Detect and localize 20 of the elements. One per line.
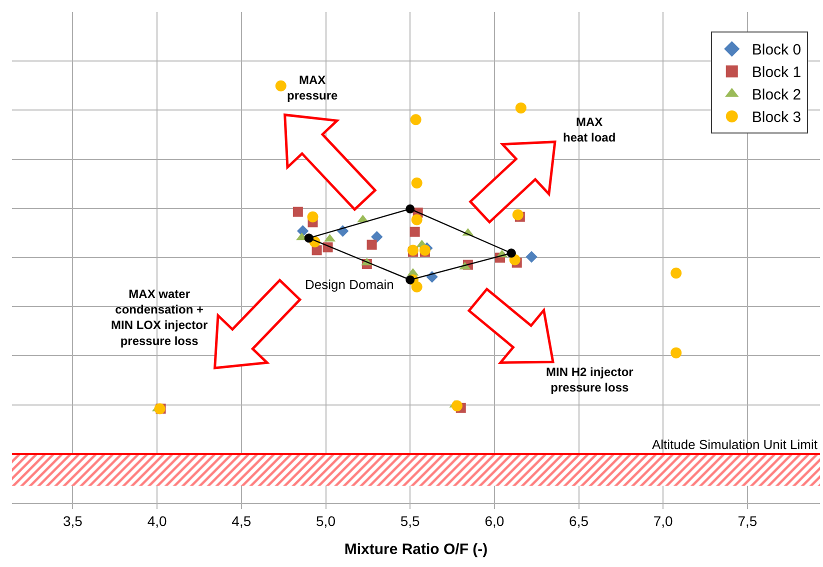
band-label: Altitude Simulation Unit Limit <box>652 437 818 452</box>
legend-label: Block 1 <box>752 64 802 82</box>
x-tick-label: 4,0 <box>147 512 168 529</box>
x-tick-label: 3,5 <box>62 512 83 529</box>
annotation: MAX water condensation + MIN LOX injector pressure loss <box>111 287 208 348</box>
legend-label: Block 2 <box>752 86 802 104</box>
annotation: Design Domain <box>305 277 394 292</box>
x-tick-label: 7,0 <box>653 512 674 529</box>
x-tick-label: 4,5 <box>232 512 252 529</box>
annotation: MAX heat load <box>563 115 616 145</box>
annotation: MIN H2 injector pressure loss <box>546 365 634 395</box>
legend-label: Block 3 <box>752 109 802 126</box>
x-tick-label: 5,5 <box>400 512 420 529</box>
x-axis-title: Mixture Ratio O/F (-) <box>344 540 488 558</box>
legend-label: Block 0 <box>752 42 802 59</box>
annotation: MAX pressure <box>287 73 338 103</box>
x-tick-label: 6,5 <box>569 512 589 529</box>
x-tick-label: 6,0 <box>484 512 504 529</box>
x-tick-label: 7,5 <box>738 512 758 529</box>
x-tick-label: 5,0 <box>316 512 336 529</box>
